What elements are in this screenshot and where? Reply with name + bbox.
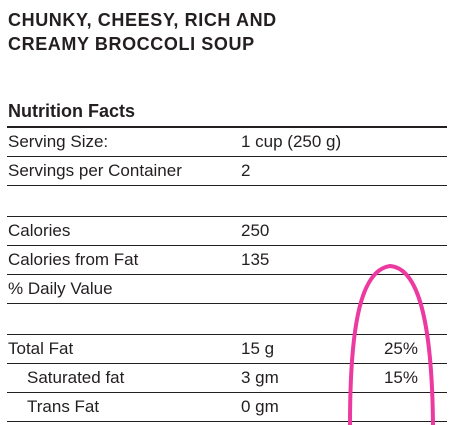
table-row-trans-fat: Trans Fat 0 gm: [7, 392, 447, 422]
product-title: CHUNKY, CHEESY, RICH AND CREAMY BROCCOLI…: [8, 8, 448, 56]
row-value: 15 g: [241, 339, 275, 358]
table-row-total-fat: Total Fat 15 g 25%: [7, 334, 447, 363]
row-label: Servings per Container: [8, 161, 182, 180]
nutrition-facts-heading: Nutrition Facts: [8, 101, 136, 121]
table-row-daily-value-header: % Daily Value: [7, 274, 447, 303]
table-row-saturated-fat: Saturated fat 3 gm 15%: [7, 363, 447, 392]
table-row-calories-from-fat: Calories from Fat 135: [7, 245, 447, 274]
row-value: 2: [241, 161, 251, 180]
row-value: 3 gm: [241, 368, 279, 387]
row-label: Total Fat: [8, 339, 74, 358]
table-row-serving-size: Serving Size: 1 cup (250 g): [7, 126, 447, 156]
row-value: 1 cup (250 g): [241, 132, 342, 151]
row-daily-value: 15%: [383, 368, 418, 387]
row-label: Calories: [8, 221, 71, 240]
row-label: Saturated fat: [27, 368, 125, 387]
table-row-servings-per-container: Servings per Container 2: [7, 156, 447, 185]
table-row-spacer: [7, 185, 447, 216]
row-value: 250: [241, 221, 270, 240]
row-value: 135: [241, 250, 270, 269]
product-title-line-1: CHUNKY, CHEESY, RICH AND: [8, 10, 277, 30]
product-title-line-2: CREAMY BROCCOLI SOUP: [8, 34, 255, 54]
row-label: Trans Fat: [27, 397, 100, 416]
nutrition-table: Serving Size: 1 cup (250 g) Servings per…: [7, 126, 447, 422]
row-value: 0 gm: [241, 397, 279, 416]
table-row-spacer: [7, 303, 447, 334]
table-row-calories: Calories 250: [7, 216, 447, 245]
row-label: Serving Size:: [8, 132, 109, 151]
row-label: % Daily Value: [8, 279, 113, 298]
row-label: Calories from Fat: [8, 250, 139, 269]
row-daily-value: 25%: [383, 339, 418, 358]
